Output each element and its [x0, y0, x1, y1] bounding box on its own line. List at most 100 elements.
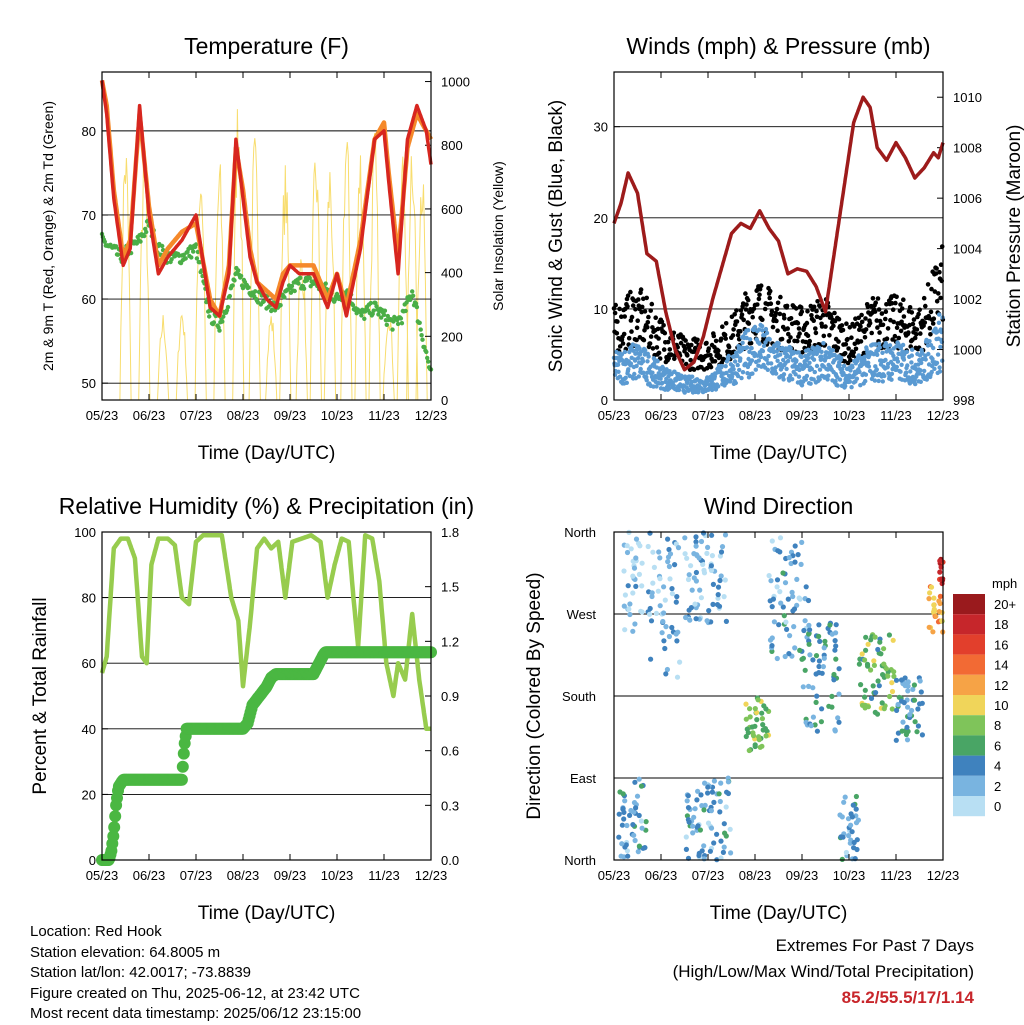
gust-point — [892, 333, 898, 339]
gust-point — [937, 269, 942, 275]
gust-point — [720, 324, 725, 330]
gust-point — [713, 338, 719, 344]
gust-point — [927, 325, 933, 331]
wind-pressure-panel: 0 10 20 30 998 1000 1002 1004 1006 1008 1010 Winds … — [546, 33, 1024, 464]
direction-point — [802, 618, 808, 624]
direction-point — [625, 853, 631, 859]
wind-point — [644, 374, 649, 380]
gust-point — [661, 323, 666, 328]
gust-point — [845, 336, 850, 342]
dewpoint-point — [420, 337, 425, 342]
wind-point — [658, 376, 663, 381]
wind-point — [781, 357, 786, 363]
direction-point — [673, 599, 679, 605]
x-tick-label: 08/23 — [739, 408, 772, 423]
x-tick-label: 11/23 — [368, 408, 400, 423]
direction-point — [693, 543, 699, 549]
legend-label: 2 — [994, 779, 1001, 794]
gust-point — [821, 333, 827, 339]
y-tick-label: 0 — [89, 853, 96, 868]
direction-point — [777, 535, 784, 541]
wind-point — [650, 370, 655, 375]
wind-point — [799, 354, 804, 360]
direction-point — [627, 812, 633, 819]
direction-point — [905, 704, 911, 710]
gust-point — [642, 309, 648, 314]
wind-point — [749, 346, 754, 351]
wind-point — [830, 348, 835, 353]
wind-point — [738, 356, 743, 361]
direction-point — [695, 823, 701, 829]
wind-point — [801, 365, 807, 370]
direction-point — [893, 677, 900, 683]
gust-point — [748, 340, 754, 346]
gust-point — [858, 324, 863, 329]
y2-axis-label: Solar Insolation (Yellow) — [490, 161, 506, 311]
direction-point — [650, 549, 656, 555]
gust-point — [936, 291, 941, 296]
gust-point — [852, 324, 857, 329]
dewpoint-point — [160, 243, 165, 249]
x-tick-label: 11/23 — [368, 868, 400, 883]
wind-point — [774, 349, 779, 354]
plot-frame — [101, 531, 432, 861]
wind-point — [735, 373, 741, 379]
wind-point — [726, 353, 731, 359]
wind-point — [756, 327, 762, 332]
wind-point — [863, 372, 869, 377]
direction-point — [636, 812, 642, 819]
gust-point — [778, 294, 783, 300]
dewpoint-point — [350, 302, 356, 308]
gust-point — [922, 320, 928, 325]
direction-point — [672, 562, 678, 568]
direction-point — [918, 689, 924, 695]
wind-point — [932, 366, 937, 371]
direction-point — [665, 554, 672, 560]
wind-point — [796, 350, 801, 355]
x-tick-label: 10/23 — [833, 868, 866, 883]
direction-point — [715, 584, 722, 590]
solar-day-trace — [340, 142, 353, 401]
gust-point — [653, 315, 658, 321]
direction-point — [694, 797, 700, 803]
direction-point — [887, 693, 893, 700]
gust-point — [877, 318, 883, 324]
dewpoint-point — [425, 355, 430, 361]
direction-point — [682, 535, 688, 541]
dewpoint-point — [169, 257, 174, 262]
direction-point — [716, 603, 723, 609]
direction-point — [666, 546, 672, 553]
x-tick-label: 11/23 — [880, 408, 912, 423]
direction-point — [917, 701, 923, 707]
dewpoint-point — [298, 275, 303, 280]
dewpoint-point — [227, 293, 232, 299]
gust-point — [851, 350, 856, 355]
direction-point — [937, 593, 944, 600]
gust-point — [689, 342, 694, 348]
direction-point — [693, 534, 699, 540]
direction-point — [661, 638, 667, 644]
gust-point — [896, 335, 902, 341]
wind-point — [837, 377, 843, 382]
y2-tick-label: 1.8 — [441, 525, 459, 540]
wind-point — [899, 362, 904, 367]
direction-point — [915, 706, 921, 712]
gust-point — [648, 334, 654, 339]
precip-series — [96, 646, 437, 866]
direction-point — [759, 743, 765, 749]
gust-point — [750, 314, 755, 320]
direction-point — [806, 683, 812, 690]
dewpoint-point — [301, 286, 307, 291]
wind-point — [837, 363, 842, 368]
direction-point — [930, 629, 936, 635]
gust-point — [655, 326, 661, 332]
wind-point — [733, 380, 738, 386]
direction-point — [639, 825, 645, 831]
wind-point — [889, 377, 894, 382]
direction-point — [704, 618, 710, 624]
wind-point — [873, 342, 878, 347]
gust-point — [912, 335, 918, 341]
gust-point — [741, 317, 746, 323]
direction-point — [705, 544, 711, 551]
direction-point — [909, 707, 915, 714]
